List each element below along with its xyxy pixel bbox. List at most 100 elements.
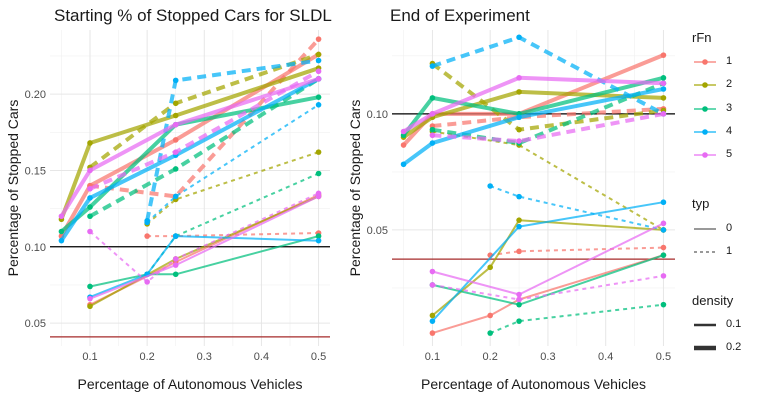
- data-point: [87, 167, 93, 174]
- x-tick-label: 0.2: [139, 351, 154, 363]
- data-point: [429, 111, 436, 117]
- series-line: [59, 66, 320, 221]
- legend-item-rfn-4: 4: [692, 123, 758, 141]
- data-point: [315, 170, 322, 177]
- data-point: [172, 100, 179, 107]
- legend-key: [694, 323, 716, 327]
- legend-key: [694, 251, 716, 253]
- y-axis-label: Percentage of Stopped Cars: [5, 100, 21, 277]
- data-point: [172, 166, 179, 172]
- series-line: [402, 75, 664, 134]
- data-point: [429, 282, 436, 288]
- x-tick-label: 0.4: [598, 351, 613, 363]
- data-point: [172, 256, 179, 262]
- data-point: [315, 76, 322, 82]
- data-point: [58, 237, 65, 244]
- data-point: [429, 268, 436, 275]
- data-point: [660, 199, 667, 206]
- data-point: [429, 318, 436, 324]
- series-line: [147, 232, 319, 238]
- legend-label: 4: [726, 124, 733, 137]
- data-point: [87, 303, 93, 310]
- data-point: [516, 318, 522, 324]
- series-line: [402, 75, 664, 137]
- data-point: [172, 121, 179, 128]
- data-point: [516, 114, 522, 121]
- data-point: [429, 330, 436, 336]
- data-point: [487, 183, 493, 189]
- series-line: [89, 235, 319, 288]
- left-panel-title: Starting % of Stopped Cars for SLDL: [54, 6, 332, 25]
- legend-label: 5: [726, 148, 733, 161]
- data-point: [516, 126, 522, 133]
- series-line: [59, 76, 320, 218]
- series-line: [432, 254, 664, 335]
- legend-item-rfn-3: 3: [692, 100, 758, 118]
- legend-item-density-0.2: 0.2: [692, 339, 758, 357]
- legend-item-rfn-5: 5: [692, 146, 758, 164]
- right-panel-title: End of Experiment: [390, 6, 530, 25]
- data-point: [429, 126, 436, 133]
- x-tick-label: 0.3: [540, 351, 555, 363]
- data-point: [315, 68, 322, 75]
- data-point: [516, 291, 522, 298]
- data-point: [315, 233, 322, 239]
- data-point: [429, 63, 436, 69]
- data-point: [660, 86, 667, 92]
- series-line: [489, 303, 664, 335]
- data-point: [660, 52, 667, 58]
- data-point: [315, 190, 322, 197]
- x-axis-label: Percentage of Autonomous Vehicles: [421, 376, 646, 392]
- data-point: [516, 89, 522, 95]
- data-point: [400, 161, 407, 168]
- data-point: [315, 94, 322, 100]
- data-point: [516, 138, 522, 144]
- legend-label: 1: [726, 245, 733, 257]
- legend-item-rfn-1: 1: [692, 53, 758, 71]
- legend-key: [694, 129, 716, 135]
- y-tick-label: 0.05: [25, 318, 46, 330]
- data-point: [172, 271, 179, 278]
- data-point: [487, 312, 493, 319]
- data-point: [660, 244, 667, 251]
- data-point: [516, 296, 522, 303]
- data-point: [516, 217, 522, 223]
- data-point: [660, 111, 667, 117]
- x-tick-label: 0.5: [311, 351, 326, 363]
- series-line: [489, 185, 664, 231]
- series-line: [146, 151, 319, 225]
- data-point: [87, 195, 93, 201]
- legend-key: [694, 82, 716, 89]
- legend-label: 2: [726, 78, 733, 91]
- data-point: [429, 95, 436, 101]
- legend: rFn 1 2 3 4 5 typ 0 1 density 0.1 0.2: [692, 0, 758, 400]
- data-point: [144, 279, 150, 285]
- data-point: [516, 75, 522, 81]
- data-point: [87, 283, 93, 290]
- data-point: [172, 262, 179, 268]
- data-point: [660, 301, 667, 308]
- series-line: [402, 87, 664, 166]
- data-point: [58, 213, 65, 220]
- data-point: [144, 233, 150, 239]
- legend-key: [694, 59, 716, 65]
- data-point: [87, 185, 93, 192]
- x-tick-label: 0.1: [82, 351, 97, 363]
- data-point: [172, 149, 179, 155]
- data-point: [516, 248, 522, 255]
- data-point: [172, 137, 179, 143]
- data-point: [429, 312, 436, 319]
- x-axis-label: Percentage of Autonomous Vehicles: [78, 376, 303, 392]
- data-point: [516, 301, 522, 308]
- data-point: [315, 102, 322, 108]
- x-tick-label: 0.5: [656, 351, 671, 363]
- data-point: [429, 140, 436, 146]
- y-tick-label: 0.05: [367, 225, 388, 237]
- data-point: [315, 57, 322, 64]
- y-tick-label: 0.15: [25, 165, 46, 177]
- data-point: [516, 193, 522, 200]
- data-point: [400, 128, 407, 135]
- legend-item-typ-0: 0: [692, 220, 758, 238]
- data-point: [87, 228, 93, 235]
- data-point: [660, 220, 667, 227]
